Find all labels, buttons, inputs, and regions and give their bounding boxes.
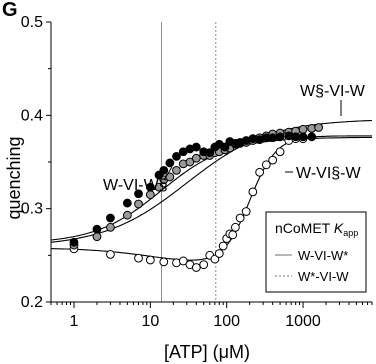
y-tick-label: 0.2 (21, 294, 43, 311)
data-point-filled (106, 213, 115, 223)
data-point-filled (291, 132, 301, 142)
data-point-filled (191, 142, 201, 152)
data-point-filled (165, 158, 175, 168)
data-point-filled (159, 166, 169, 175)
data-point-open (199, 260, 209, 270)
legend-title: nCoMET Kapp (275, 220, 358, 238)
data-point-gray (172, 166, 181, 175)
y-tick-label: 0.4 (21, 107, 43, 124)
axes: 0.2 0.3 0.4 0.5 1 10 100 1000 (21, 14, 373, 330)
data-point-open (268, 155, 278, 165)
data-point-open (159, 257, 169, 267)
annotation-w-vi-s-w: W-VI§-W (285, 165, 361, 182)
data-point-open (235, 213, 245, 223)
data-point-open (134, 253, 143, 263)
y-axis-title: quenching (4, 136, 24, 219)
annotation-w-s-vi-w: W§-VI-W (300, 83, 366, 116)
annotation-leader (163, 166, 173, 181)
data-point-filled (298, 132, 308, 142)
data-point-gray (154, 182, 164, 192)
data-point-filled (268, 133, 278, 143)
data-point-gray (298, 124, 308, 134)
x-ticks: 1 10 100 1000 (50, 302, 373, 330)
data-point-open (228, 230, 238, 240)
annotation-w-vi-w-s: W-VI-W§ (103, 166, 173, 194)
y-tick-label: 0.3 (21, 201, 43, 218)
data-point-open (191, 263, 201, 272)
annotation-label: W-VI-W§ (103, 177, 168, 194)
x-tick-label: 1000 (285, 313, 321, 330)
data-point-open (248, 187, 258, 197)
data-point-filled (134, 189, 143, 199)
legend-box (265, 211, 367, 293)
y-tick-label: 0.5 (21, 14, 43, 31)
data-point-filled (220, 142, 230, 152)
data-point-open (210, 254, 220, 264)
panel-label: G (2, 0, 18, 21)
data-point-gray (106, 222, 115, 232)
legend-entry-1: W-VI-W* (298, 248, 348, 263)
data-point-gray (134, 199, 143, 209)
x-tick-label: 10 (141, 313, 159, 330)
data-point-gray (92, 232, 102, 242)
data-point-open (218, 241, 228, 251)
x-axis-title: [ATP] (μM) (164, 342, 250, 362)
data-point-filled (122, 198, 132, 208)
x-tick-label: 1 (70, 313, 79, 330)
data-point-gray (191, 153, 201, 163)
data-point-open (145, 255, 155, 265)
data-point-filled (172, 152, 181, 161)
data-point-gray (314, 123, 324, 132)
data-point-open (255, 167, 265, 177)
data-point-open (230, 222, 240, 232)
data-point-filled (69, 237, 79, 247)
x-tick-label: 100 (213, 313, 240, 330)
data-point-gray (185, 157, 195, 167)
annotation-label: W§-VI-W (300, 83, 366, 100)
data-point-open (261, 160, 271, 170)
data-point-filled (145, 182, 155, 192)
data-point-filled (205, 148, 215, 158)
data-point-open (106, 250, 115, 259)
data-point-filled (307, 132, 317, 142)
legend-entry-2: W*-VI-W (298, 269, 349, 284)
legend: nCoMET Kapp W-VI-W* W*-VI-W (265, 211, 367, 293)
annotation-label: W-VI§-W (296, 165, 361, 182)
data-point-open (214, 249, 224, 258)
data-point-filled (92, 224, 102, 234)
data-point-open (275, 147, 285, 157)
y-ticks: 0.2 0.3 0.4 0.5 (21, 14, 51, 311)
data-point-open (241, 207, 251, 216)
data-point-gray (122, 210, 132, 220)
data-point-filled (275, 132, 285, 142)
data-point-open (178, 256, 188, 266)
data-points (69, 123, 324, 272)
